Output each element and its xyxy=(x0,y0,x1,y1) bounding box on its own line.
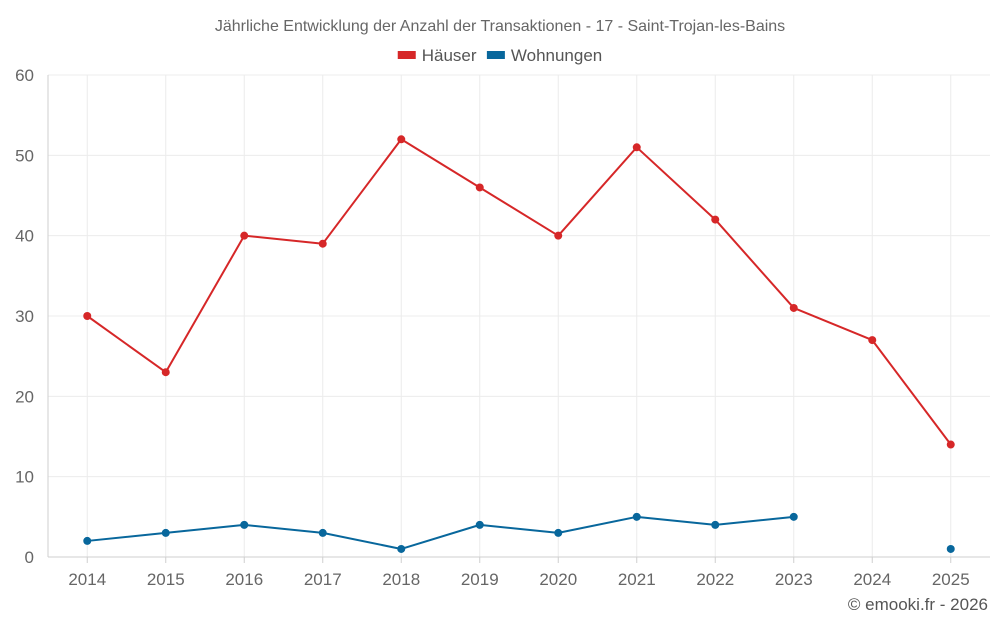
data-point xyxy=(711,215,720,224)
legend-label: Häuser xyxy=(422,46,477,65)
data-point xyxy=(161,368,170,377)
x-tick-label: 2025 xyxy=(932,570,970,589)
legend: Häuser Wohnungen xyxy=(397,46,602,65)
data-point xyxy=(475,183,484,192)
series-line xyxy=(87,515,794,550)
y-tick-label: 60 xyxy=(15,66,34,85)
data-point xyxy=(397,544,406,553)
x-tick-label: 2016 xyxy=(225,570,263,589)
y-tick-label: 10 xyxy=(15,468,34,487)
legend-swatch xyxy=(486,51,505,59)
data-point xyxy=(789,512,798,521)
gridlines xyxy=(48,74,990,557)
legend-label: Wohnungen xyxy=(511,46,602,65)
y-tick-label: 0 xyxy=(25,548,34,567)
data-point xyxy=(318,528,327,537)
chart-title: Jährliche Entwicklung der Anzahl der Tra… xyxy=(215,18,785,35)
data-point xyxy=(318,239,327,248)
legend-swatch xyxy=(397,51,416,59)
data-point xyxy=(240,231,249,240)
credit-text: © emooki.fr - 2026 xyxy=(848,595,988,614)
data-point xyxy=(946,544,955,553)
x-tick-label: 2020 xyxy=(539,570,577,589)
data-point xyxy=(554,231,563,240)
data-point xyxy=(711,520,720,529)
x-tick-label: 2019 xyxy=(461,570,499,589)
data-point xyxy=(789,303,798,312)
x-tick-label: 2017 xyxy=(304,570,342,589)
x-tick-label: 2021 xyxy=(618,570,656,589)
series-häuser xyxy=(83,135,955,449)
data-point xyxy=(475,520,484,529)
data-point xyxy=(397,135,406,144)
data-point xyxy=(946,440,955,449)
data-point xyxy=(83,312,92,320)
y-tick-label: 40 xyxy=(15,227,34,246)
data-point xyxy=(632,143,641,152)
y-tick-label: 20 xyxy=(15,387,34,406)
x-tick-label: 2022 xyxy=(696,570,734,589)
data-point xyxy=(554,528,563,537)
x-tick-label: 2023 xyxy=(775,570,813,589)
x-tick-label: 2024 xyxy=(853,570,891,589)
data-point xyxy=(83,536,92,545)
data-point xyxy=(868,336,877,345)
data-point xyxy=(161,528,170,537)
series-wohnungen xyxy=(83,512,955,553)
data-point xyxy=(240,520,249,529)
x-tick-label: 2015 xyxy=(147,570,185,589)
data-point xyxy=(632,512,641,521)
series-line xyxy=(86,138,952,446)
x-tick-label: 2014 xyxy=(68,570,106,589)
y-tick-label: 50 xyxy=(15,146,34,165)
series-layer xyxy=(83,135,955,553)
axes: 0 10 20 30 40 50 60 2014 2015 2016 2017 2018 2019 202… xyxy=(15,66,990,589)
x-tick-label: 2018 xyxy=(382,570,420,589)
y-tick-label: 30 xyxy=(15,307,34,326)
